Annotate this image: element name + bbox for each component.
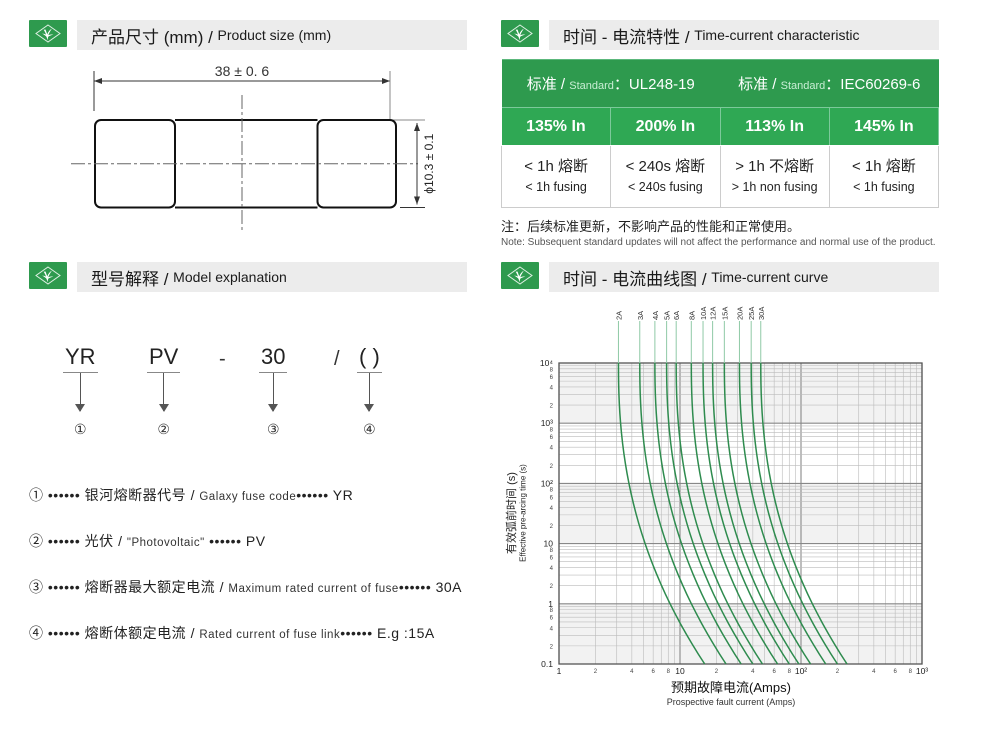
svg-text:6: 6 [550, 435, 554, 441]
svg-text:6: 6 [651, 669, 655, 675]
svg-text:2: 2 [550, 644, 554, 650]
svg-text:6: 6 [772, 669, 776, 675]
svg-text:10: 10 [675, 666, 685, 676]
svg-text:8: 8 [909, 669, 913, 675]
svg-text:8: 8 [550, 367, 554, 373]
svg-text:15A: 15A [720, 307, 729, 320]
svg-text:2: 2 [594, 669, 598, 675]
svg-text:2: 2 [836, 669, 840, 675]
svg-text:8: 8 [550, 428, 554, 434]
svg-text:2: 2 [550, 524, 554, 530]
svg-text:6: 6 [550, 555, 554, 561]
svg-text:3A: 3A [636, 311, 645, 320]
svg-text:4: 4 [550, 446, 554, 452]
svg-text:25A: 25A [747, 307, 756, 320]
svg-text:4: 4 [550, 385, 554, 391]
svg-text:2: 2 [715, 669, 719, 675]
svg-text:6A: 6A [672, 311, 681, 320]
svg-text:0.1: 0.1 [541, 659, 553, 669]
svg-text:10²: 10² [795, 666, 807, 676]
svg-text:6: 6 [550, 616, 554, 622]
svg-text:8: 8 [788, 669, 792, 675]
svg-text:8: 8 [550, 488, 554, 494]
svg-text:2: 2 [550, 404, 554, 410]
svg-text:2: 2 [550, 584, 554, 590]
svg-text:6: 6 [550, 495, 554, 501]
svg-text:20A: 20A [735, 307, 744, 320]
svg-text:6: 6 [550, 375, 554, 381]
svg-text:4: 4 [872, 669, 876, 675]
svg-text:1: 1 [557, 666, 562, 676]
svg-text:2: 2 [550, 464, 554, 470]
svg-text:6: 6 [893, 669, 897, 675]
svg-text:4: 4 [630, 669, 634, 675]
svg-text:2A: 2A [614, 311, 623, 320]
svg-text:30A: 30A [757, 307, 766, 320]
svg-text:10A: 10A [699, 307, 708, 320]
svg-text:5A: 5A [663, 311, 672, 320]
svg-text:10³: 10³ [916, 666, 928, 676]
svg-text:4: 4 [550, 506, 554, 512]
svg-text:8: 8 [550, 548, 554, 554]
svg-text:8: 8 [550, 608, 554, 614]
svg-text:8: 8 [667, 669, 671, 675]
svg-text:12A: 12A [709, 307, 718, 320]
svg-text:ϕ10.3 ± 0.1: ϕ10.3 ± 0.1 [422, 133, 436, 193]
svg-text:4: 4 [550, 626, 554, 632]
svg-text:4A: 4A [651, 311, 660, 320]
svg-text:38 ± 0. 6: 38 ± 0. 6 [215, 65, 270, 79]
svg-text:4: 4 [751, 669, 755, 675]
svg-text:4: 4 [550, 566, 554, 572]
svg-text:8A: 8A [687, 311, 696, 320]
